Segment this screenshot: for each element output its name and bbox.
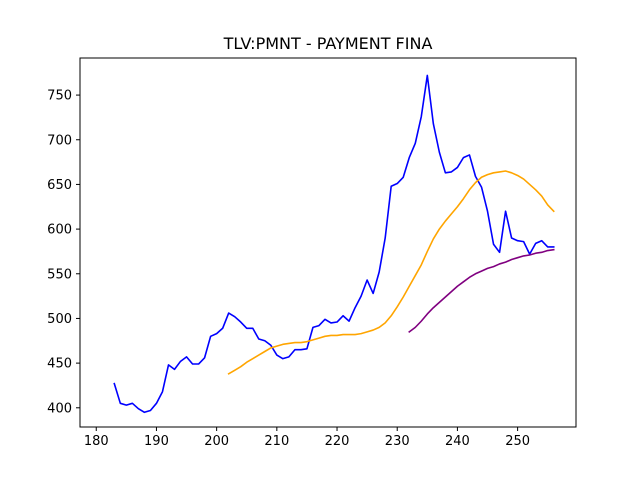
series-line-1 xyxy=(113,74,555,414)
x-tick-label: 200 xyxy=(204,434,229,449)
chart-title: TLV:PMNT - PAYMENT FINA xyxy=(223,34,433,53)
plot-frame xyxy=(79,57,577,428)
y-tick-label: 650 xyxy=(47,178,72,193)
x-tick-label: 180 xyxy=(84,434,109,449)
x-tick-label: 210 xyxy=(264,434,289,449)
x-tick-label: 230 xyxy=(385,434,410,449)
y-tick-label: 700 xyxy=(47,133,72,148)
x-tick-label: 220 xyxy=(325,434,350,449)
y-tick-label: 550 xyxy=(47,267,72,282)
x-axis: 180 190 200 210 220 230 240 250 xyxy=(84,427,530,449)
x-tick-label: 250 xyxy=(505,434,530,449)
series-line-2 xyxy=(227,170,555,375)
x-tick-label: 240 xyxy=(445,434,470,449)
y-tick-label: 500 xyxy=(47,312,72,327)
plot-area xyxy=(113,74,555,414)
x-tick-label: 190 xyxy=(144,434,169,449)
y-tick-label: 750 xyxy=(47,89,72,104)
series-line-3 xyxy=(408,248,555,333)
y-tick-label: 450 xyxy=(47,357,72,372)
y-tick-label: 600 xyxy=(47,223,72,238)
y-tick-label: 400 xyxy=(47,401,72,416)
y-axis: 400 450 500 550 600 650 700 750 xyxy=(47,89,80,416)
